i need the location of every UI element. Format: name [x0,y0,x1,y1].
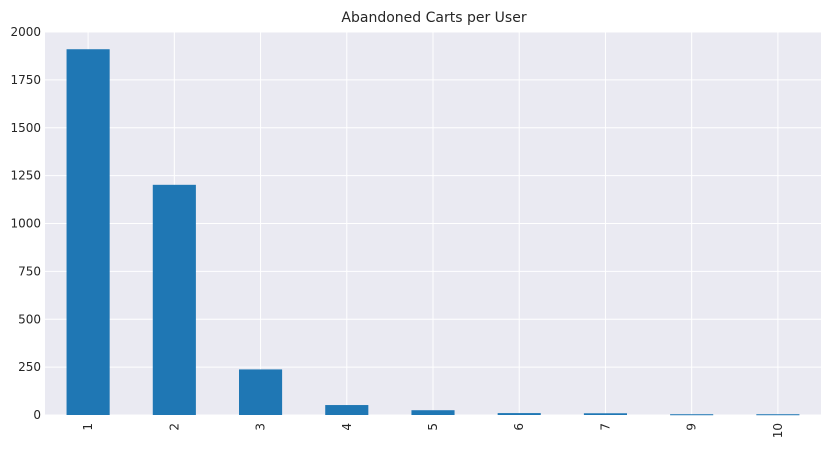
y-tick-label: 0 [33,408,41,422]
y-tick-label: 250 [18,360,41,374]
y-tick-label: 1750 [10,73,41,87]
x-tick-label: 4 [340,423,354,431]
bar-4 [325,405,369,415]
y-tick-label: 1500 [10,121,41,135]
bar-7 [583,413,627,415]
x-tick-label: 7 [598,423,612,431]
x-tick-label: 2 [167,423,181,431]
bar-6 [497,413,541,415]
x-tick-label: 9 [685,423,699,431]
bar-5 [411,410,455,415]
x-tick-label: 5 [426,423,440,431]
y-tick-label: 750 [18,264,41,278]
bar-2 [152,184,196,415]
y-tick-label: 1250 [10,169,41,183]
y-tick-label: 1000 [10,217,41,231]
x-tick-label: 3 [254,423,268,431]
x-tick-label: 6 [512,423,526,431]
x-tick-label: 1 [81,423,95,431]
y-tick-label: 500 [18,312,41,326]
y-axis-ticks: 0 250 500 750 1000 1250 1500 1750 2000 [10,25,41,422]
chart-title: Abandoned Carts per User [341,10,526,26]
x-tick-label: 10 [771,423,785,438]
y-tick-label: 2000 [10,25,41,39]
bar-3 [239,369,283,415]
x-axis-ticks: 1 2 3 4 5 6 7 9 10 [81,423,785,438]
bars [66,49,800,416]
bar-10 [756,414,800,416]
bar-9 [670,414,714,416]
bar-1 [66,49,110,416]
